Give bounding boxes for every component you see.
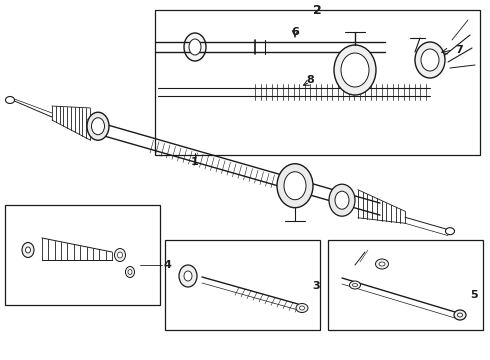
Text: 4: 4: [163, 260, 171, 270]
Ellipse shape: [421, 49, 439, 71]
Ellipse shape: [445, 228, 455, 235]
Ellipse shape: [352, 284, 358, 287]
Ellipse shape: [128, 270, 132, 274]
Ellipse shape: [349, 281, 361, 289]
Ellipse shape: [277, 164, 313, 208]
Ellipse shape: [25, 247, 30, 253]
Bar: [165, 240, 320, 330]
Bar: [155, 10, 480, 155]
Ellipse shape: [379, 262, 385, 266]
Text: 5: 5: [470, 290, 478, 300]
Ellipse shape: [341, 53, 369, 87]
Ellipse shape: [125, 266, 134, 278]
Ellipse shape: [335, 191, 349, 209]
Ellipse shape: [458, 313, 463, 317]
Text: 2: 2: [313, 4, 321, 17]
Ellipse shape: [22, 243, 34, 257]
Ellipse shape: [329, 184, 355, 216]
Text: 8: 8: [306, 75, 314, 85]
Ellipse shape: [87, 112, 109, 140]
Ellipse shape: [334, 45, 376, 95]
Ellipse shape: [184, 33, 206, 61]
Text: 3: 3: [312, 281, 319, 291]
Ellipse shape: [184, 271, 192, 281]
Ellipse shape: [299, 306, 304, 310]
Ellipse shape: [5, 96, 15, 104]
Ellipse shape: [454, 310, 466, 320]
Ellipse shape: [189, 39, 201, 55]
Bar: [328, 240, 483, 330]
Ellipse shape: [115, 248, 125, 261]
Ellipse shape: [415, 42, 445, 78]
Ellipse shape: [92, 118, 104, 135]
Ellipse shape: [179, 265, 197, 287]
Bar: [5, 205, 160, 305]
Ellipse shape: [375, 259, 389, 269]
Text: 6: 6: [291, 27, 299, 37]
Text: 1: 1: [191, 157, 199, 167]
Ellipse shape: [284, 172, 306, 200]
Ellipse shape: [296, 303, 308, 312]
Ellipse shape: [118, 252, 122, 258]
Text: 7: 7: [455, 45, 463, 55]
